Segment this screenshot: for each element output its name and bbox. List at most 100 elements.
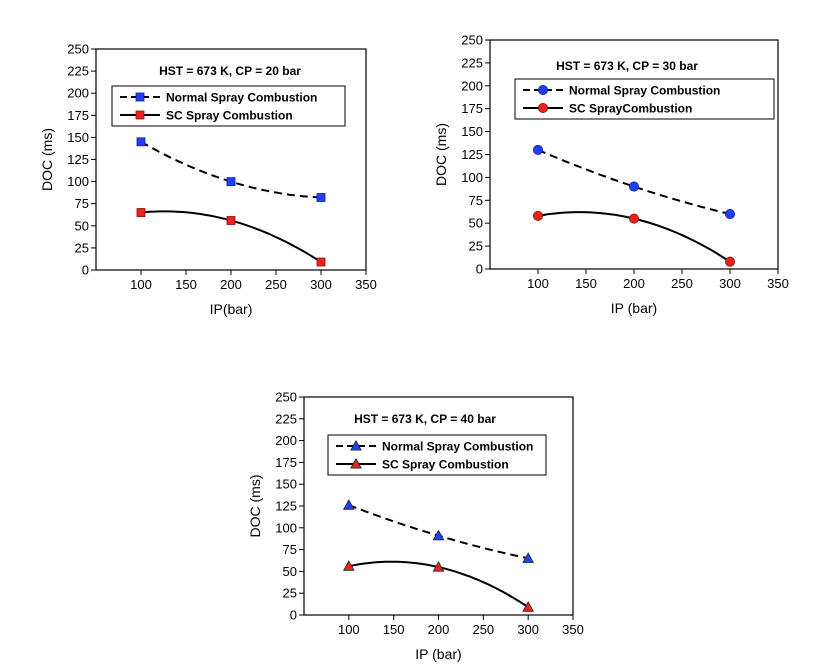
plot-frame bbox=[303, 396, 574, 616]
y-tick-label: 75 bbox=[75, 196, 89, 211]
x-tick-label: 250 bbox=[265, 277, 287, 292]
y-tick-label: 250 bbox=[67, 42, 89, 57]
data-point bbox=[342, 499, 355, 510]
y-axis-label: DOC (ms) bbox=[247, 475, 263, 538]
y-tick-label: 50 bbox=[283, 564, 297, 579]
y-tick-label: 250 bbox=[275, 390, 297, 405]
legend-entry: SC Spray Combustion bbox=[382, 458, 509, 472]
y-tick-label: 150 bbox=[461, 124, 483, 139]
legend-marker bbox=[135, 92, 145, 102]
legend-marker bbox=[538, 85, 549, 96]
y-tick-label: 100 bbox=[67, 174, 89, 189]
chart-title: HST = 673 K, CP = 30 bar bbox=[556, 59, 698, 73]
data-point bbox=[629, 213, 640, 224]
y-tick-label: 0 bbox=[82, 263, 89, 278]
y-axis-label: DOC (ms) bbox=[39, 128, 55, 191]
y-tick-label: 125 bbox=[461, 147, 483, 162]
data-point bbox=[136, 137, 146, 147]
x-tick-label: 350 bbox=[767, 276, 789, 291]
y-axis-label: DOC (ms) bbox=[433, 123, 449, 186]
data-point bbox=[533, 144, 544, 155]
x-tick-label: 350 bbox=[355, 277, 377, 292]
plot-frame bbox=[95, 48, 367, 271]
x-tick-label: 100 bbox=[130, 277, 152, 292]
chart-panel: 0 25 50 75 100 125 150 175 200 225 250 100 150 200 250… bbox=[433, 33, 789, 317]
legend-entry: Normal Spray Combustion bbox=[166, 91, 317, 105]
legend-marker bbox=[350, 457, 362, 469]
y-tick-label: 25 bbox=[283, 586, 297, 601]
x-tick-label: 100 bbox=[527, 276, 549, 291]
x-tick-label: 250 bbox=[472, 622, 494, 637]
x-tick-label: 100 bbox=[338, 622, 360, 637]
x-tick-label: 250 bbox=[671, 276, 693, 291]
x-tick-label: 200 bbox=[220, 277, 242, 292]
y-tick-label: 200 bbox=[275, 433, 297, 448]
data-point bbox=[522, 601, 535, 612]
legend-box bbox=[514, 78, 775, 120]
y-tick-label: 200 bbox=[67, 86, 89, 101]
legend-entry: SC SprayCombustion bbox=[569, 102, 692, 116]
y-tick-label: 125 bbox=[67, 152, 89, 167]
y-tick-label: 50 bbox=[75, 218, 89, 233]
y-tick-label: 75 bbox=[469, 193, 483, 208]
legend-box bbox=[327, 434, 547, 476]
x-tick-label: 350 bbox=[562, 622, 584, 637]
data-point bbox=[725, 209, 736, 220]
chart-title: HST = 673 K, CP = 40 bar bbox=[354, 412, 496, 426]
legend-marker bbox=[135, 110, 145, 120]
chart-panel: 0 25 50 75 100 125 150 175 200 225 250 100 150 200 250… bbox=[39, 42, 377, 318]
y-tick-label: 200 bbox=[461, 78, 483, 93]
data-point bbox=[629, 181, 640, 192]
x-tick-label: 300 bbox=[310, 277, 332, 292]
x-tick-label: 300 bbox=[719, 276, 741, 291]
x-tick-label: 200 bbox=[623, 276, 645, 291]
y-tick-label: 250 bbox=[461, 33, 483, 48]
y-tick-label: 225 bbox=[67, 64, 89, 79]
y-tick-label: 175 bbox=[461, 101, 483, 116]
data-point bbox=[342, 560, 355, 571]
legend-entry: Normal Spray Combustion bbox=[382, 440, 533, 454]
y-tick-label: 50 bbox=[469, 216, 483, 231]
data-point bbox=[533, 210, 544, 221]
y-tick-label: 150 bbox=[67, 130, 89, 145]
data-point bbox=[316, 257, 326, 267]
chart-title: HST = 673 K, CP = 20 bar bbox=[159, 64, 301, 78]
y-tick-label: 100 bbox=[275, 520, 297, 535]
x-tick-label: 150 bbox=[383, 622, 405, 637]
data-point bbox=[432, 561, 445, 572]
legend-entry: SC Spray Combustion bbox=[166, 109, 293, 123]
y-tick-label: 25 bbox=[75, 240, 89, 255]
y-tick-label: 175 bbox=[275, 455, 297, 470]
series-line bbox=[537, 148, 731, 215]
data-point bbox=[725, 256, 736, 267]
data-point bbox=[226, 177, 236, 187]
plot-frame bbox=[489, 39, 779, 270]
x-axis-label: IP (bar) bbox=[611, 300, 657, 316]
x-axis-label: IP (bar) bbox=[415, 646, 461, 662]
x-tick-label: 300 bbox=[517, 622, 539, 637]
data-point bbox=[432, 529, 445, 541]
y-tick-label: 125 bbox=[275, 499, 297, 514]
data-point bbox=[522, 552, 535, 563]
y-tick-label: 0 bbox=[290, 608, 297, 623]
y-tick-label: 150 bbox=[275, 477, 297, 492]
data-point bbox=[136, 208, 146, 217]
legend-box bbox=[111, 85, 346, 127]
series-line bbox=[140, 140, 322, 199]
x-tick-label: 200 bbox=[428, 622, 450, 637]
legend-entry: Normal Spray Combustion bbox=[569, 84, 720, 98]
y-tick-label: 100 bbox=[461, 170, 483, 185]
y-tick-label: 25 bbox=[469, 239, 483, 254]
y-tick-label: 225 bbox=[275, 411, 297, 426]
x-tick-label: 150 bbox=[175, 277, 197, 292]
chart-panel: 0 25 50 75 100 125 150 175 200 225 250 100 150 200 250… bbox=[247, 390, 584, 663]
y-tick-label: 175 bbox=[67, 108, 89, 123]
y-tick-label: 75 bbox=[283, 542, 297, 557]
y-tick-label: 0 bbox=[476, 262, 483, 277]
legend-marker bbox=[350, 439, 362, 451]
legend-marker bbox=[538, 103, 549, 114]
y-tick-label: 225 bbox=[461, 55, 483, 70]
x-axis-label: IP(bar) bbox=[210, 301, 253, 317]
data-point bbox=[316, 193, 326, 202]
